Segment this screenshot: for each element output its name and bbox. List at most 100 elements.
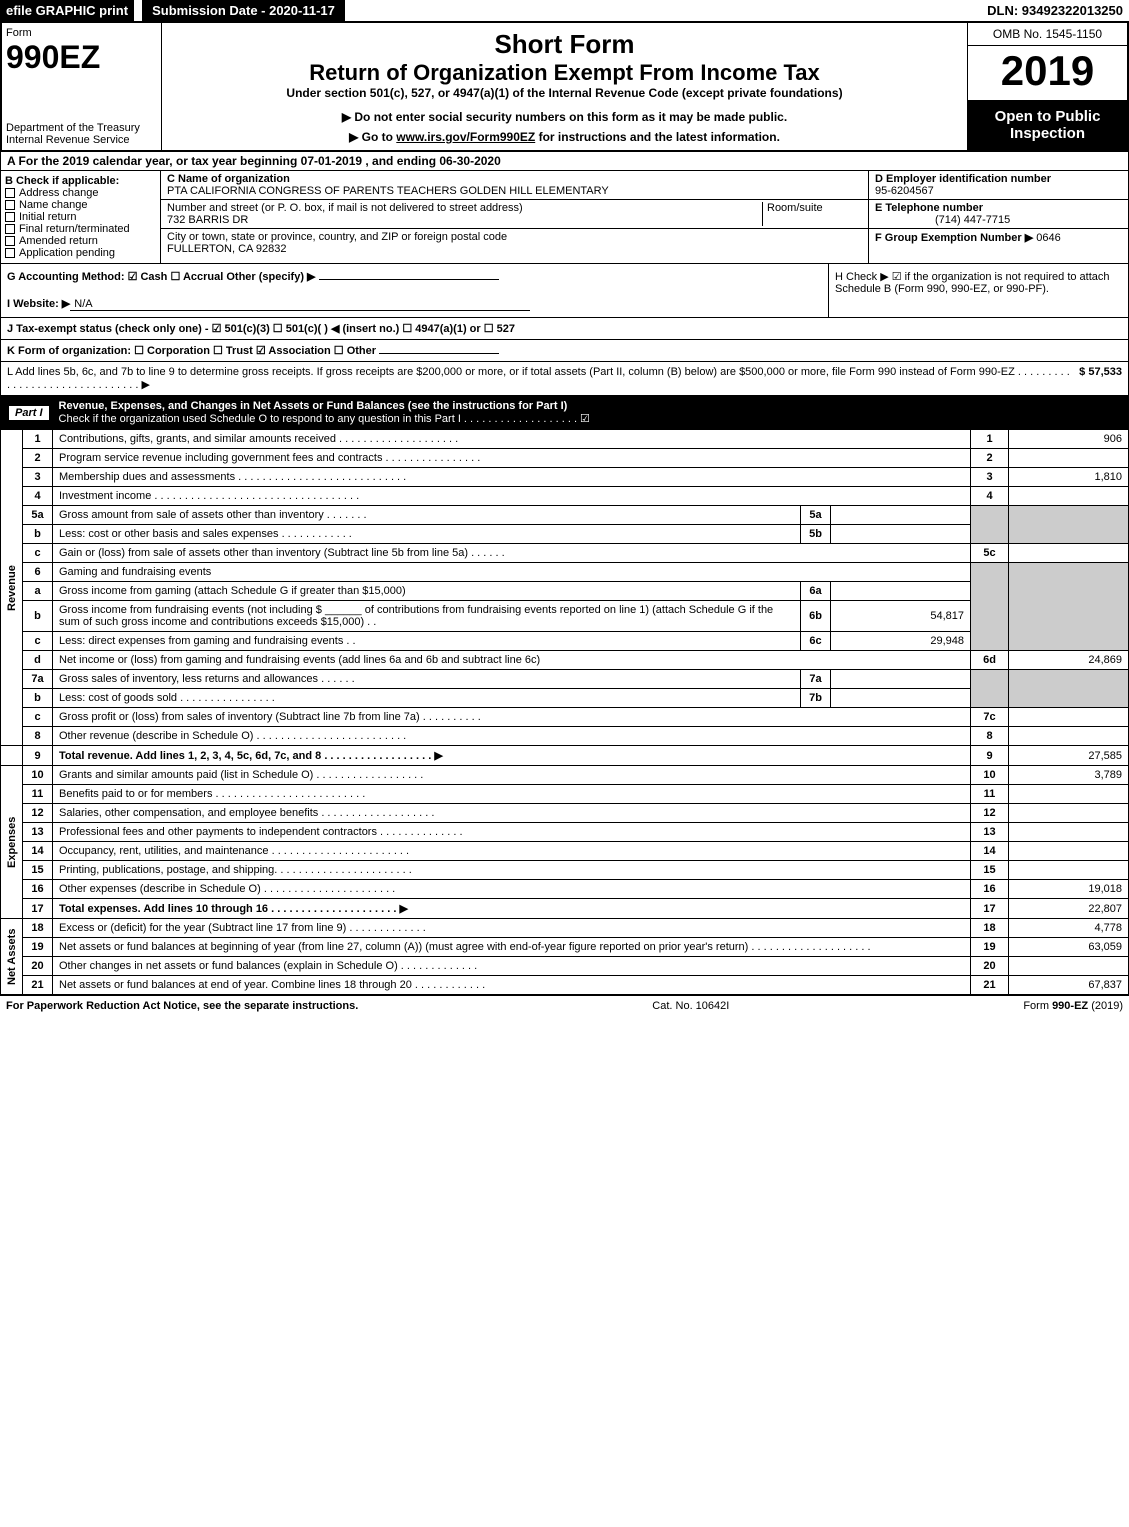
row-6b-text: Gross income from fundraising events (no… — [53, 601, 801, 632]
expenses-label: Expenses — [1, 766, 23, 919]
row-17-num: 17 — [23, 899, 53, 919]
row-12-val — [1009, 804, 1129, 823]
row-5b-sv — [831, 525, 971, 544]
row-11-text: Benefits paid to or for members . . . . … — [53, 785, 971, 804]
row-10-rn: 10 — [971, 766, 1009, 785]
row-7c-text: Gross profit or (loss) from sales of inv… — [53, 708, 971, 727]
chk-final-return[interactable] — [5, 224, 15, 234]
form-header-right: OMB No. 1545-1150 2019 Open to Public In… — [967, 23, 1127, 150]
box-b-label: B Check if applicable: — [5, 175, 156, 187]
row-1-num: 1 — [23, 430, 53, 449]
chk-address-change[interactable] — [5, 188, 15, 198]
goto-note: ▶ Go to www.irs.gov/Form990EZ for instru… — [168, 130, 961, 144]
row-13-text: Professional fees and other payments to … — [53, 823, 971, 842]
chk-application-pending[interactable] — [5, 248, 15, 258]
box-b: B Check if applicable: Address change Na… — [1, 171, 161, 263]
room-suite-lbl: Room/suite — [767, 202, 823, 214]
part-1-title: Revenue, Expenses, and Changes in Net As… — [59, 400, 568, 412]
part-1-label: Part I — [9, 406, 49, 420]
row-20-text: Other changes in net assets or fund bala… — [53, 957, 971, 976]
row-9-val: 27,585 — [1009, 746, 1129, 766]
entity-block: B Check if applicable: Address change Na… — [0, 171, 1129, 264]
ein: 95-6204567 — [875, 185, 934, 197]
shade-5 — [971, 506, 1009, 544]
box-f-lbl: F Group Exemption Number ▶ — [875, 232, 1033, 244]
row-15-text: Printing, publications, postage, and shi… — [53, 861, 971, 880]
row-20-val — [1009, 957, 1129, 976]
row-6-text: Gaming and fundraising events — [53, 563, 971, 582]
box-c: C Name of organization PTA CALIFORNIA CO… — [161, 171, 868, 263]
line-k: K Form of organization: ☐ Corporation ☐ … — [0, 340, 1129, 362]
row-19-val: 63,059 — [1009, 938, 1129, 957]
row-4-text: Investment income . . . . . . . . . . . … — [53, 487, 971, 506]
form-header: Form 990EZ Department of the Treasury In… — [0, 23, 1129, 152]
box-d-lbl: D Employer identification number — [875, 173, 1051, 185]
row-7c-num: c — [23, 708, 53, 727]
dln: DLN: 93492322013250 — [987, 3, 1129, 18]
box-g-i: G Accounting Method: ☑ Cash ☐ Accrual Ot… — [1, 264, 828, 317]
row-6b-num: b — [23, 601, 53, 632]
row-13-num: 13 — [23, 823, 53, 842]
row-17-text: Total expenses. Add lines 10 through 16 … — [53, 899, 971, 919]
do-not-note: ▶ Do not enter social security numbers o… — [168, 110, 961, 124]
row-16-text: Other expenses (describe in Schedule O) … — [53, 880, 971, 899]
row-21-rn: 21 — [971, 976, 1009, 995]
row-2-val — [1009, 449, 1129, 468]
row-12-rn: 12 — [971, 804, 1009, 823]
row-7b-sn: 7b — [801, 689, 831, 708]
row-10-val: 3,789 — [1009, 766, 1129, 785]
row-2-rn: 2 — [971, 449, 1009, 468]
part-1-check-note: Check if the organization used Schedule … — [59, 413, 590, 425]
row-7b-sv — [831, 689, 971, 708]
row-3-num: 3 — [23, 468, 53, 487]
box-c-name-lbl: C Name of organization — [167, 173, 290, 185]
goto-post: for instructions and the latest informat… — [535, 130, 780, 144]
footer-left: For Paperwork Reduction Act Notice, see … — [6, 1000, 358, 1012]
row-7a-sv — [831, 670, 971, 689]
row-2-text: Program service revenue including govern… — [53, 449, 971, 468]
row-9-rn: 9 — [971, 746, 1009, 766]
row-3-text: Membership dues and assessments . . . . … — [53, 468, 971, 487]
footer-form: 990-EZ — [1052, 1000, 1088, 1012]
row-7b-text: Less: cost of goods sold . . . . . . . .… — [53, 689, 801, 708]
efile-print-button[interactable]: efile GRAPHIC print — [0, 0, 134, 21]
row-3-rn: 3 — [971, 468, 1009, 487]
row-18-rn: 18 — [971, 919, 1009, 938]
opt-application-pending: Application pending — [19, 247, 115, 259]
chk-initial-return[interactable] — [5, 212, 15, 222]
shade-7v — [1009, 670, 1129, 708]
period-row: A For the 2019 calendar year, or tax yea… — [0, 152, 1129, 171]
row-17-val: 22,807 — [1009, 899, 1129, 919]
irs-link[interactable]: www.irs.gov/Form990EZ — [396, 130, 535, 144]
submission-date: Submission Date - 2020-11-17 — [142, 0, 345, 21]
row-21-num: 21 — [23, 976, 53, 995]
opt-initial-return: Initial return — [19, 211, 76, 223]
form-word: Form — [6, 27, 157, 39]
chk-name-change[interactable] — [5, 200, 15, 210]
open-to-public: Open to Public Inspection — [968, 100, 1127, 150]
row-5a-num: 5a — [23, 506, 53, 525]
row-9-bold: Total revenue. Add lines 1, 2, 3, 4, 5c,… — [59, 750, 443, 762]
shade-6v — [1009, 563, 1129, 651]
form-number: 990EZ — [6, 39, 157, 76]
org-name: PTA CALIFORNIA CONGRESS OF PARENTS TEACH… — [167, 185, 609, 197]
row-19-text: Net assets or fund balances at beginning… — [53, 938, 971, 957]
row-13-val — [1009, 823, 1129, 842]
row-8-num: 8 — [23, 727, 53, 746]
chk-amended-return[interactable] — [5, 236, 15, 246]
line-j-text: J Tax-exempt status (check only one) - ☑… — [7, 323, 515, 335]
row-6c-num: c — [23, 632, 53, 651]
revenue-label: Revenue — [1, 430, 23, 746]
row-6a-sn: 6a — [801, 582, 831, 601]
row-6d-num: d — [23, 651, 53, 670]
footer-right: Form 990-EZ (2019) — [1023, 1000, 1123, 1012]
row-9-num: 9 — [23, 746, 53, 766]
row-15-num: 15 — [23, 861, 53, 880]
boxes-d-e-f: D Employer identification number 95-6204… — [868, 171, 1128, 263]
row-4-val — [1009, 487, 1129, 506]
row-6c-sn: 6c — [801, 632, 831, 651]
dept-treasury: Department of the Treasury Internal Reve… — [6, 122, 157, 146]
netassets-label: Net Assets — [1, 919, 23, 995]
revenue-spacer — [1, 746, 23, 766]
row-18-val: 4,778 — [1009, 919, 1129, 938]
